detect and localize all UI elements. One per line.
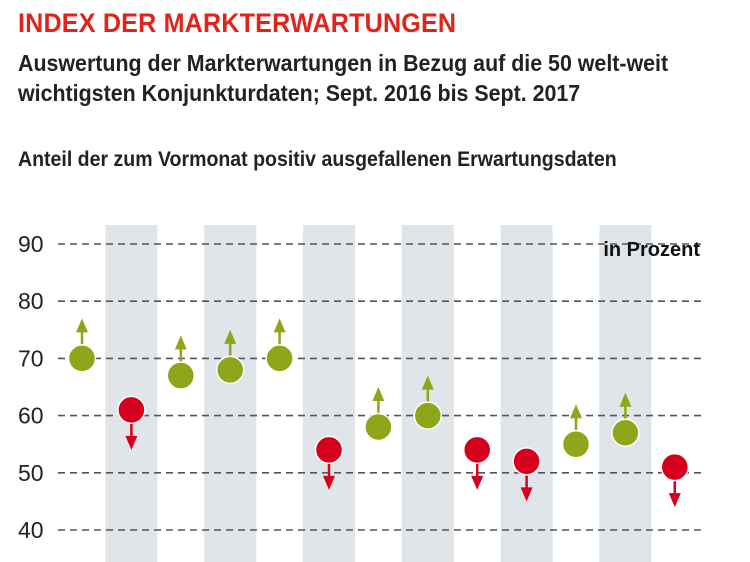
measure-label: Anteil der zum Vormonat positiv ausgefal… — [18, 148, 617, 171]
data-point-up — [67, 318, 97, 373]
arrow-down-icon — [323, 475, 335, 490]
arrow-down-icon — [471, 475, 484, 490]
data-point-down — [462, 435, 492, 490]
data-marker — [265, 344, 294, 373]
data-marker — [413, 401, 443, 430]
arrow-down-icon — [668, 493, 681, 508]
data-point-up — [364, 387, 393, 442]
data-marker — [67, 344, 97, 373]
unit-label: in Prozent — [603, 239, 700, 261]
chart-title: INDEX DER MARKTERWARTUNGEN — [18, 8, 457, 38]
arrow-down-icon — [520, 487, 533, 502]
data-point-up — [413, 375, 443, 430]
column-band — [105, 225, 158, 562]
y-tick-label: 60 — [18, 403, 44, 429]
data-marker — [166, 361, 196, 390]
chart-subtitle: Auswertung der Markterwartungen in Bezug… — [18, 50, 669, 106]
data-point-up — [215, 329, 245, 385]
data-point-down — [117, 395, 146, 450]
data-marker — [611, 418, 640, 448]
data-marker — [215, 355, 245, 385]
column-band — [500, 225, 553, 562]
data-point-up — [265, 318, 294, 373]
arrow-up-icon — [76, 318, 88, 333]
y-tick-label: 50 — [18, 460, 44, 486]
column-band — [303, 225, 355, 562]
data-marker — [314, 435, 344, 465]
arrow-up-icon — [421, 375, 434, 390]
y-tick-label: 70 — [18, 345, 44, 371]
data-marker — [364, 412, 393, 442]
data-point-down — [512, 447, 541, 502]
data-point-down — [660, 452, 690, 508]
data-point-up — [166, 335, 196, 390]
y-tick-label: 90 — [18, 231, 44, 257]
column-bands — [105, 225, 652, 562]
arrow-up-icon — [224, 329, 237, 344]
y-axis-ticks: 90 80 70 60 50 40 — [18, 231, 44, 543]
arrow-up-icon — [174, 335, 187, 350]
arrow-up-icon — [570, 404, 582, 419]
data-marker — [512, 447, 541, 476]
data-marker — [561, 429, 591, 459]
arrow-up-icon — [273, 318, 286, 333]
y-tick-label: 40 — [18, 517, 44, 543]
arrow-up-icon — [619, 392, 632, 407]
data-marker — [660, 452, 690, 482]
data-points — [67, 318, 690, 508]
arrow-down-icon — [125, 435, 138, 450]
data-point-up — [561, 404, 591, 459]
data-point-down — [314, 435, 344, 490]
data-point-up — [611, 392, 640, 448]
data-marker — [117, 395, 146, 425]
data-marker — [462, 435, 492, 465]
arrow-up-icon — [372, 387, 385, 402]
column-band — [204, 225, 257, 562]
y-tick-label: 80 — [18, 288, 44, 314]
